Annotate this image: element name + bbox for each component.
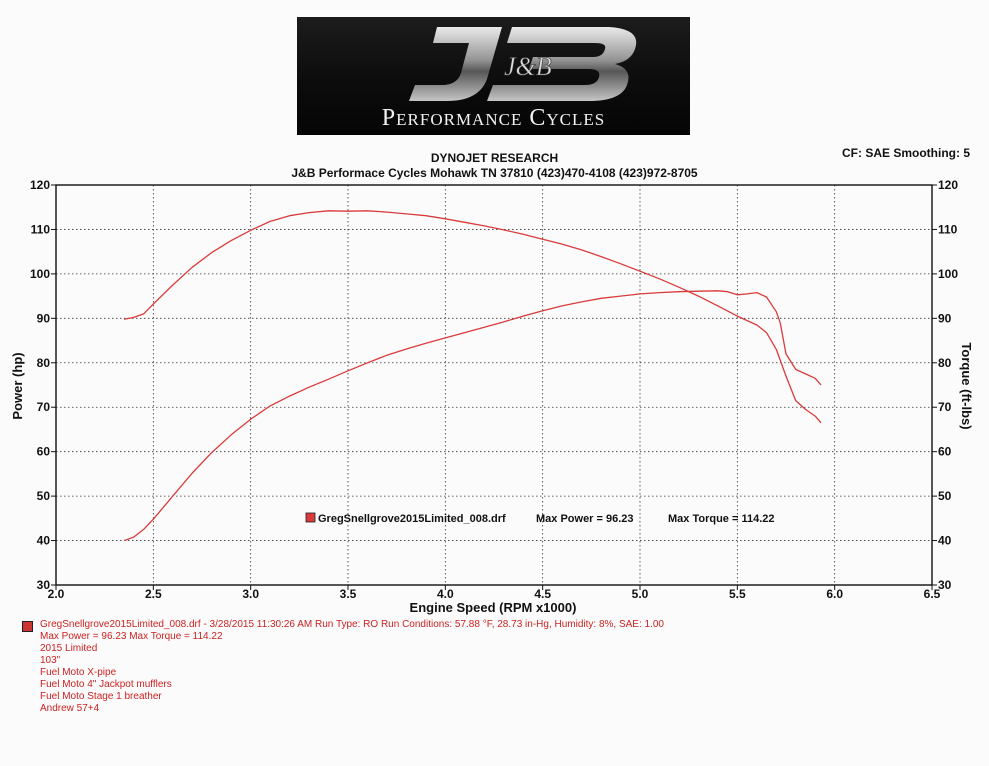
y2-tick-label: 50: [938, 489, 952, 503]
mod-pipe-line: Fuel Moto X-pipe: [40, 667, 117, 678]
y2-axis-label: Torque (ft-lbs): [959, 342, 974, 429]
y-tick-label: 50: [37, 489, 51, 503]
x-tick-label: 2.0: [48, 587, 65, 601]
company-logo: J&B Performance Cycles: [297, 17, 690, 135]
x-tick-label: 3.0: [242, 587, 259, 601]
chart-grid: [56, 185, 932, 585]
x-tick-label: 3.5: [340, 587, 357, 601]
y2-tick-label: 90: [938, 311, 952, 325]
y2-tick-label: 110: [938, 222, 958, 236]
y-axis-left: 30 40 50 60 70 80 90 100 110 120: [30, 178, 56, 592]
run-notes: GregSnellgrove2015Limited_008.drf - 3/28…: [22, 619, 664, 715]
mod-breather-line: Fuel Moto Stage 1 breather: [40, 691, 162, 702]
y2-tick-label: 30: [938, 578, 952, 592]
chart-subtitle: J&B Performace Cycles Mohawk TN 37810 (4…: [291, 166, 698, 180]
logo-text: Performance Cycles: [381, 105, 606, 131]
bike-model-line: 2015 Limited: [40, 643, 98, 654]
legend-max-power: Max Power = 96.23: [536, 513, 634, 525]
tuner-line: Andrew 57+4: [40, 703, 100, 714]
run-info-line: GregSnellgrove2015Limited_008.drf - 3/28…: [40, 619, 664, 630]
y2-tick-label: 120: [938, 178, 958, 192]
series-group: [123, 210, 822, 542]
x-tick-label: 5.5: [729, 587, 746, 601]
x-axis: 2.0 2.5 3.0 3.5 4.0 4.5 5.0 5.5 6.0 6.5: [48, 585, 941, 601]
y-tick-label: 30: [37, 578, 51, 592]
y-tick-label: 120: [30, 178, 50, 192]
legend-file: GregSnellgrove2015Limited_008.drf: [318, 513, 506, 525]
y-axis-right: 30 40 50 60 70 80 90 100 110 120: [932, 178, 958, 592]
x-tick-label: 6.0: [826, 587, 843, 601]
x-tick-label: 4.0: [437, 587, 454, 601]
x-tick-label: 6.5: [924, 587, 941, 601]
mod-mufflers-line: Fuel Moto 4" Jackpot mufflers: [40, 679, 172, 690]
y-axis-label: Power (hp): [10, 352, 25, 419]
legend-swatch: [305, 512, 316, 523]
x-axis-label: Engine Speed (RPM x1000): [410, 600, 577, 615]
x-tick-label: 2.5: [145, 587, 162, 601]
y-tick-label: 70: [37, 400, 51, 414]
chart-legend: GregSnellgrove2015Limited_008.drf Max Po…: [305, 512, 775, 525]
y2-tick-label: 80: [938, 356, 952, 370]
y-tick-label: 100: [30, 267, 50, 281]
jb-logo-graphic: J&B: [409, 27, 637, 101]
y2-tick-label: 100: [938, 267, 958, 281]
torque-curve: [123, 210, 822, 424]
y-tick-label: 80: [37, 356, 51, 370]
y2-tick-label: 60: [938, 445, 952, 459]
y-tick-label: 40: [37, 534, 51, 548]
x-tick-label: 4.5: [534, 587, 551, 601]
notes-swatch: [22, 621, 33, 632]
correction-factor-info: CF: SAE Smoothing: 5: [842, 146, 970, 160]
y-tick-label: 60: [37, 445, 51, 459]
legend-max-torque: Max Torque = 114.22: [668, 513, 775, 525]
plot-area: [55, 184, 933, 586]
y-tick-label: 110: [31, 222, 51, 236]
chart-title: DYNOJET RESEARCH: [430, 151, 559, 165]
logo-ampersand: J&B: [504, 52, 552, 81]
y-tick-label: 90: [37, 311, 51, 325]
max-values-line: Max Power = 96.23 Max Torque = 114.22: [40, 631, 223, 642]
y2-tick-label: 70: [938, 400, 952, 414]
engine-size-line: 103": [40, 655, 61, 666]
x-tick-label: 5.0: [632, 587, 649, 601]
power-curve: [123, 290, 822, 542]
y2-tick-label: 40: [938, 534, 952, 548]
